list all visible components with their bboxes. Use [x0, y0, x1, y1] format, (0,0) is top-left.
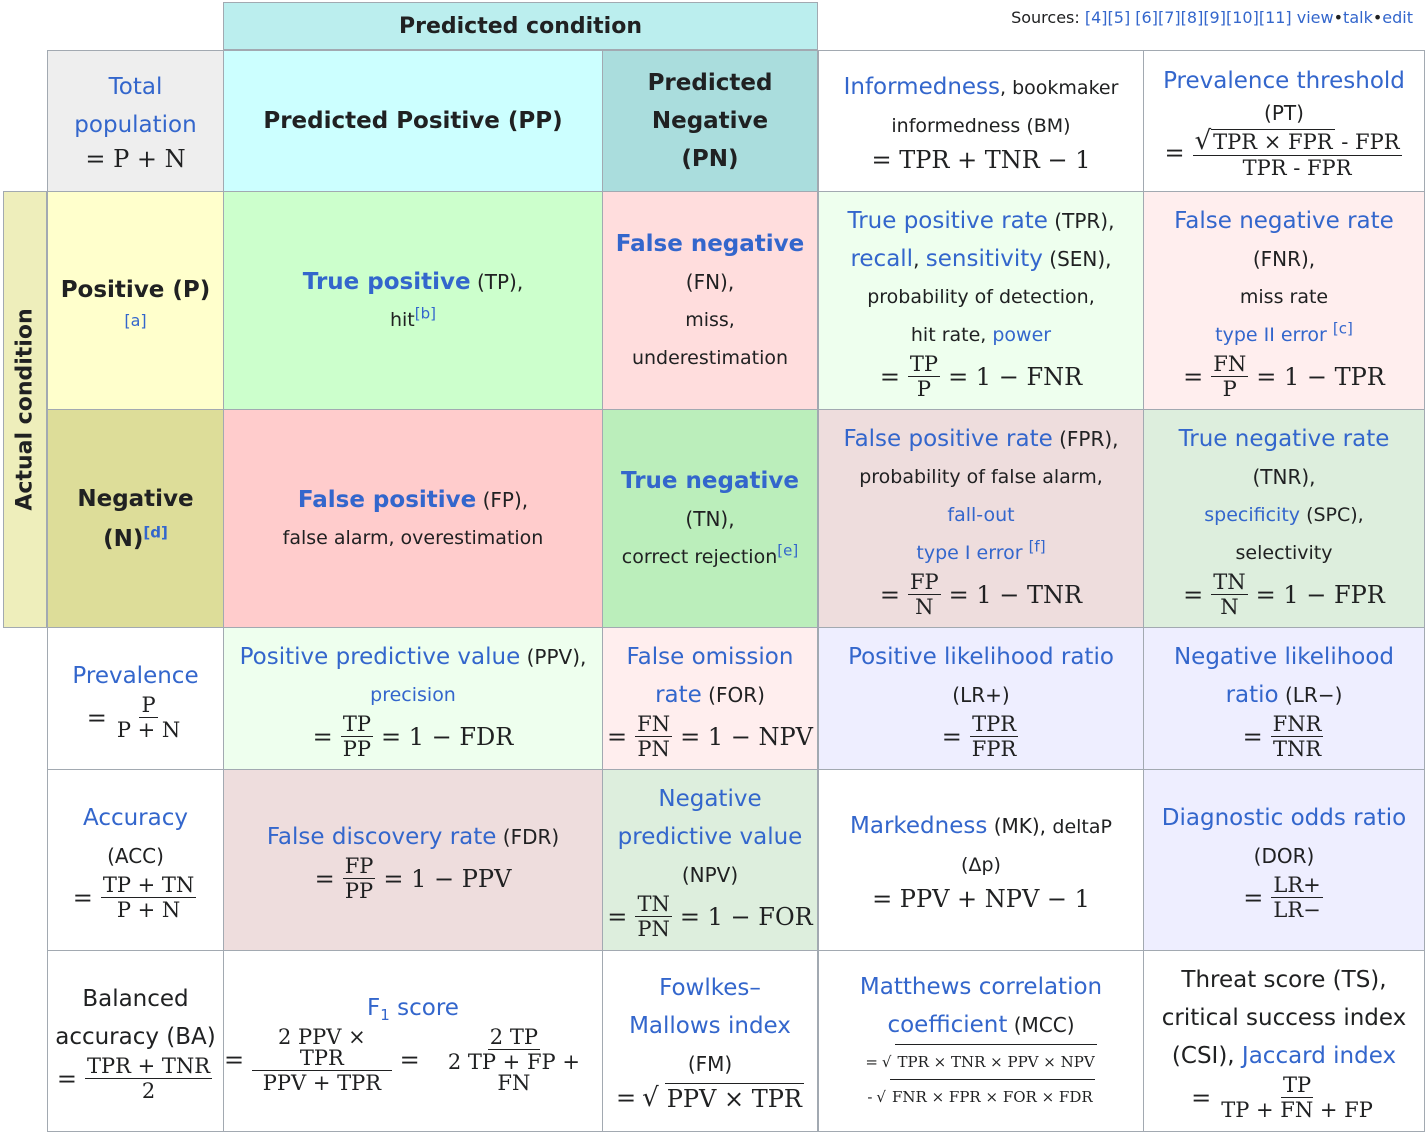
true-positive-rate-cell: True positive rate (TPR), recall, sensit…	[818, 191, 1144, 410]
true-negative-cell: True negative (TN), correct rejection[e]	[602, 409, 818, 628]
talk-link[interactable]: talk	[1343, 8, 1373, 27]
true-negative-rate-cell: True negative rate (TNR), specificity (S…	[1143, 409, 1425, 628]
threat-score-cell: Threat score (TS), critical success inde…	[1143, 950, 1425, 1132]
positive-cell: Positive (P) [a]	[47, 191, 224, 410]
balanced-accuracy-cell: Balanced accuracy (BA) = TPR + TNR 2	[47, 950, 224, 1132]
ref-link[interactable]: [7]	[1157, 8, 1181, 27]
total-population-cell: Total population = P + N	[47, 50, 224, 192]
ref-link[interactable]: [5]	[1107, 8, 1131, 27]
actual-condition-header: Actual condition	[3, 191, 47, 628]
fowlkes-mallows-cell: Fowlkes– Mallows index (FM) = √ PPV × TPR	[602, 950, 818, 1132]
false-negative-rate-cell: False negative rate (FNR), miss rate typ…	[1143, 191, 1425, 410]
f1-score-cell: F1 score = 2 PPV × TPR PPV + TPR = 2 TP 2 TP …	[223, 950, 603, 1132]
negative-cell: Negative (N)[d]	[47, 409, 224, 628]
false-omission-rate-cell: False omission rate (FOR) = FN PN = 1 − NPV	[602, 627, 818, 770]
ref-link[interactable]: [10]	[1225, 8, 1259, 27]
predicted-negative-cell: Predicted Negative (PN)	[602, 50, 818, 192]
positive-likelihood-ratio-cell: Positive likelihood ratio (LR+) = TPR FPR	[818, 627, 1144, 770]
ppv-cell: Positive predictive value (PPV), precisi…	[223, 627, 603, 770]
ref-link[interactable]: [9]	[1203, 8, 1226, 27]
predicted-condition-header: Predicted condition	[223, 2, 818, 50]
markedness-cell: Markedness (MK), deltaP (Δp) = PPV + NPV…	[818, 769, 1144, 951]
false-discovery-rate-cell: False discovery rate (FDR) = FP PP = 1 − PP…	[223, 769, 603, 951]
pt-fraction: √TPR × FPR - FPR TPR - FPR	[1192, 125, 1402, 180]
false-positive-cell: False positive (FP), false alarm, overes…	[223, 409, 603, 628]
ref-link[interactable]: [4]	[1084, 8, 1108, 27]
accuracy-cell: Accuracy (ACC) = TP + TN P + N	[47, 769, 224, 951]
true-positive-cell: True positive (TP), hit[b]	[223, 191, 603, 410]
prevalence-threshold-cell: Prevalence threshold (PT) = √TPR × FPR -…	[1143, 50, 1425, 192]
edit-link[interactable]: edit	[1382, 8, 1413, 27]
diagnostic-odds-ratio-cell: Diagnostic odds ratio (DOR) = LR+ LR−	[1143, 769, 1425, 951]
ref-link[interactable]: [11]	[1258, 8, 1292, 27]
informedness-cell: Informedness, bookmaker informedness (BM…	[818, 50, 1144, 192]
ref-link[interactable]: [8]	[1180, 8, 1204, 27]
false-negative-cell: False negative (FN), miss, underestimati…	[602, 191, 818, 410]
negative-likelihood-ratio-cell: Negative likelihood ratio (LR−) = FNR TNR	[1143, 627, 1425, 770]
prevalence-cell: Prevalence = P P + N	[47, 627, 224, 770]
npv-cell: Negative predictive value (NPV) = TN PN = 1…	[602, 769, 818, 951]
predicted-positive-cell: Predicted Positive (PP)	[223, 50, 603, 192]
ref-link[interactable]: [6]	[1135, 8, 1158, 27]
view-link[interactable]: view	[1296, 8, 1334, 27]
mcc-cell: Matthews correlation coefficient (MCC) =…	[818, 950, 1144, 1132]
sources-line: Sources: [4][5] [6][7][8][9][10][11] vie…	[1011, 8, 1413, 27]
false-positive-rate-cell: False positive rate (FPR), probability o…	[818, 409, 1144, 628]
